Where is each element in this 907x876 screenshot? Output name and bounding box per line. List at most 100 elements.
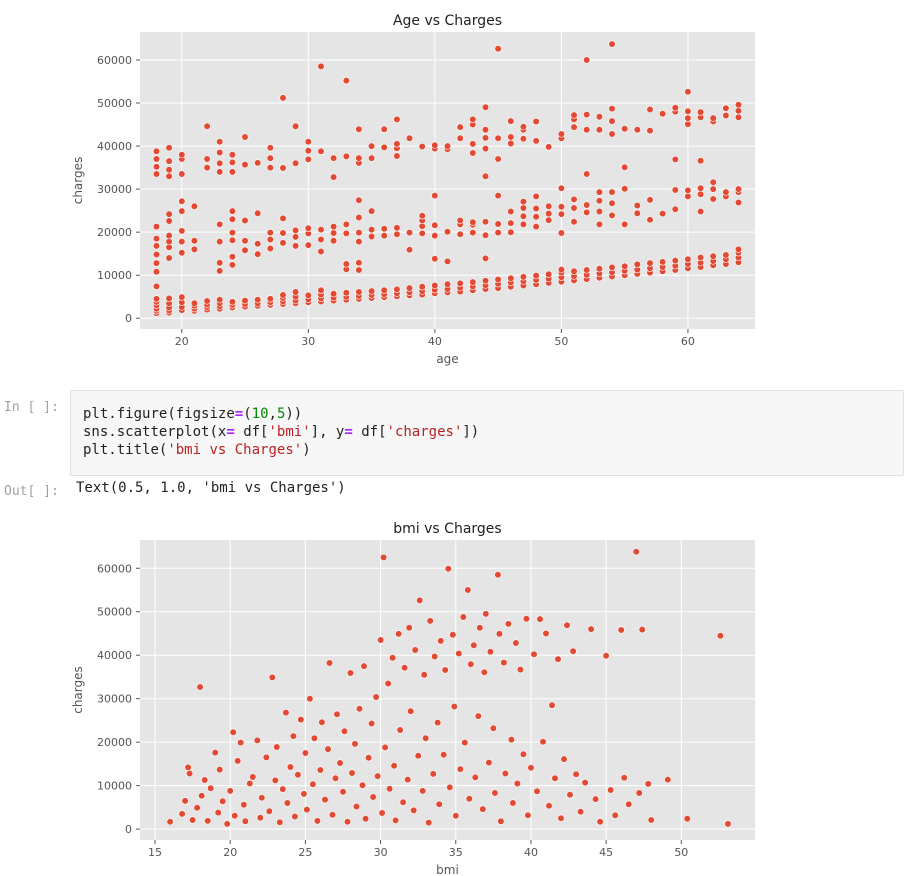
data-point <box>583 56 591 64</box>
data-point <box>330 229 338 237</box>
data-point <box>545 143 553 151</box>
data-point <box>355 125 363 133</box>
data-point <box>497 817 505 825</box>
data-point <box>368 154 376 162</box>
data-point <box>583 126 591 134</box>
data-point <box>231 812 239 820</box>
data-point <box>455 649 463 658</box>
data-point <box>633 126 641 134</box>
data-point <box>583 208 591 216</box>
code-token: plt <box>83 442 109 458</box>
data-point <box>545 802 553 810</box>
data-point <box>216 159 224 167</box>
data-point <box>443 228 452 236</box>
data-point <box>532 213 540 221</box>
data-point <box>418 212 426 220</box>
data-point <box>658 210 667 218</box>
data-point <box>491 789 499 797</box>
data-point <box>292 226 300 234</box>
data-point <box>266 144 274 152</box>
data-point <box>228 151 236 159</box>
data-point <box>481 126 490 134</box>
data-point <box>360 662 368 670</box>
code-input-area[interactable]: plt.figure(figsize=(10,5)) sns.scatterplo… <box>70 390 904 476</box>
data-point <box>203 122 211 130</box>
data-point <box>395 630 403 638</box>
data-point <box>696 157 705 165</box>
data-point <box>507 207 515 216</box>
data-point <box>507 133 515 141</box>
data-point <box>289 732 298 740</box>
data-point <box>420 671 428 679</box>
data-point <box>671 104 679 112</box>
code-token: = <box>344 424 353 440</box>
data-point <box>522 615 531 623</box>
code-block[interactable]: plt.figure(figsize=(10,5)) sns.scatterplo… <box>83 405 479 459</box>
data-point <box>216 148 224 157</box>
code-token: 'charges' <box>386 424 463 440</box>
data-point <box>340 727 349 735</box>
data-point <box>557 203 566 211</box>
data-point <box>152 235 161 243</box>
data-point <box>633 209 641 217</box>
data-point <box>608 188 616 196</box>
data-point <box>166 818 174 826</box>
data-point <box>481 103 490 111</box>
data-point <box>519 750 528 758</box>
data-point <box>241 297 249 305</box>
data-point <box>291 812 299 821</box>
data-point <box>333 710 341 718</box>
chart-title: Age vs Charges <box>393 13 502 29</box>
data-point <box>469 149 477 157</box>
data-point <box>380 232 388 240</box>
data-point <box>165 144 173 152</box>
data-point <box>152 170 161 178</box>
x-tick-label: 30 <box>374 846 388 859</box>
data-point <box>386 785 394 793</box>
data-point <box>216 238 224 246</box>
data-point <box>431 141 439 149</box>
data-point <box>405 229 414 237</box>
data-point <box>279 214 287 222</box>
data-point <box>266 229 274 237</box>
code-token: scatterplot <box>116 424 210 440</box>
bmi-vs-charges-svg: 15 20 25 30 35 40 45 50 0 10000 20000 30000 40000 500… <box>71 521 755 876</box>
data-point <box>570 123 578 131</box>
data-point <box>317 226 325 234</box>
data-point <box>606 786 615 794</box>
code-line: sns.scatterplot(x= df['bmi'], y= df['cha… <box>83 423 479 441</box>
data-point <box>449 631 457 639</box>
data-point <box>570 111 578 119</box>
data-point <box>292 233 300 241</box>
data-point <box>532 204 540 213</box>
plot-area <box>140 32 755 329</box>
data-point <box>481 218 490 226</box>
data-point <box>254 209 262 217</box>
data-point <box>494 275 502 284</box>
data-point <box>434 719 442 727</box>
code-token: ( <box>209 424 218 440</box>
data-point <box>557 266 566 274</box>
code-token: ]) <box>462 424 480 440</box>
data-point <box>369 793 377 801</box>
data-point <box>563 621 571 629</box>
data-point <box>581 779 589 787</box>
code-token: , <box>268 406 277 422</box>
data-point <box>266 154 274 162</box>
data-point <box>303 806 311 814</box>
data-point <box>608 263 616 272</box>
data-point <box>444 565 452 573</box>
input-prompt: In [ ]: <box>4 400 59 415</box>
data-point <box>279 239 287 247</box>
data-point <box>152 155 161 163</box>
data-point <box>709 178 717 186</box>
data-point <box>304 138 312 146</box>
data-point <box>203 297 211 305</box>
code-token: figsize <box>175 406 235 422</box>
data-point <box>570 204 578 212</box>
code-token: ( <box>158 442 168 458</box>
data-point <box>372 693 380 701</box>
data-point <box>414 752 422 760</box>
data-point <box>469 115 477 123</box>
data-point <box>620 774 628 782</box>
